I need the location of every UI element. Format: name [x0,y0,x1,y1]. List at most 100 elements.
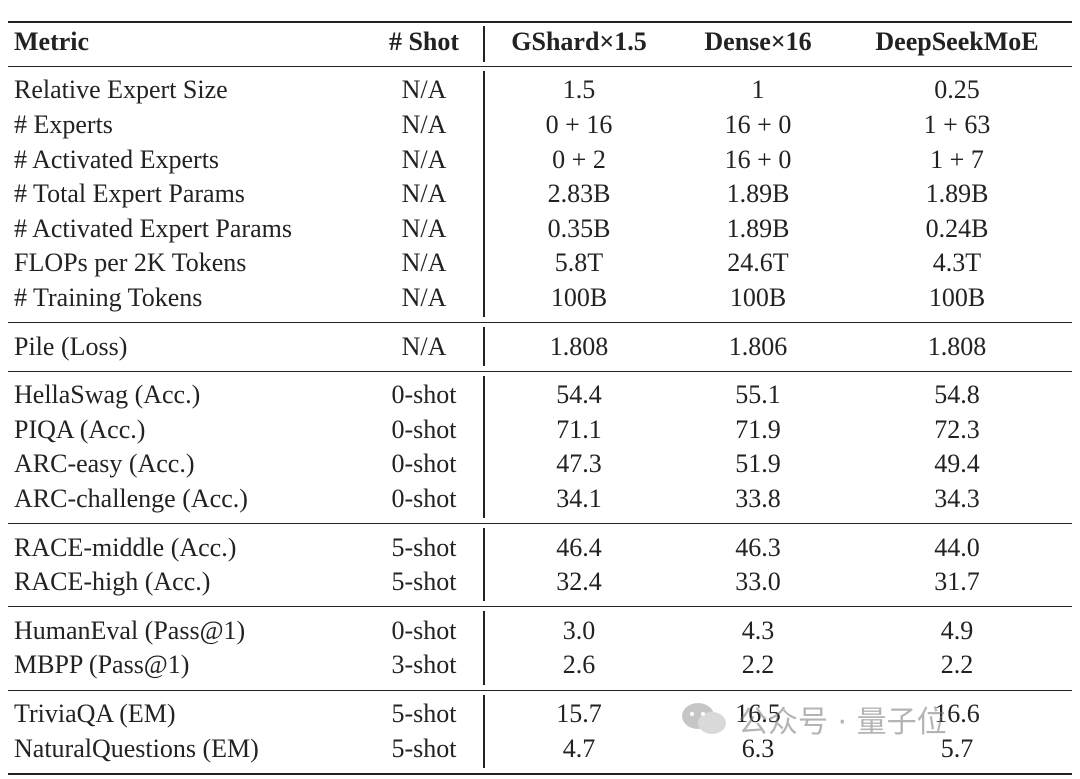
cell: 0-shot [391,449,457,479]
column-divider [483,694,485,768]
row-label: Pile (Loss) [14,331,128,361]
cell: 4.3 [741,615,775,645]
cell: 54.4 [556,380,602,410]
cell: N/A [401,213,447,243]
cell: 16 + 0 [724,109,792,139]
row-label: # Experts [14,109,113,139]
cell: 1.806 [728,331,788,361]
cell: 47.3 [556,449,602,479]
cell: 54.8 [934,380,980,410]
header-cell: # Shot [388,27,460,56]
cell: 31.7 [934,567,980,597]
cell: 1.89B [726,213,790,243]
cell: 5-shot [391,567,457,597]
cell: 0-shot [391,615,457,645]
cell: 71.9 [735,414,781,444]
watermark: 公众号 · 量子位 [680,694,947,744]
cell: 2.83B [547,179,611,209]
cell: 1 + 7 [930,144,984,174]
cell: 3-shot [391,650,457,680]
column-divider [483,528,485,602]
group-rule [8,370,1072,372]
cell: 1 [751,75,765,105]
header-cell: GShard×1.5 [511,27,647,56]
cell: N/A [401,331,447,361]
cell: N/A [401,144,447,174]
cell: 0.25 [934,75,980,105]
cell: 0-shot [391,414,457,444]
watermark-text: 公众号 · 量子位 [738,705,947,740]
cell: 32.4 [556,567,602,597]
row-label: # Training Tokens [14,282,203,312]
cell: 4.3T [932,248,982,278]
cell: 1.5 [562,75,596,105]
header-cell: Dense×16 [704,27,812,56]
row-label: HellaSwag (Acc.) [14,380,201,410]
row-label: RACE-high (Acc.) [14,567,211,597]
row-label: FLOPs per 2K Tokens [14,248,247,278]
cell: 6.3 [741,733,775,763]
cell: 71.1 [556,414,602,444]
cell: 1.808 [927,331,987,361]
cell: 5-shot [391,733,457,763]
row-label: # Activated Expert Params [14,213,292,243]
cell: 44.0 [934,532,980,562]
cell: 46.4 [556,532,602,562]
cell: 4.9 [940,615,974,645]
cell: 1.89B [925,179,989,209]
row-label: TriviaQA (EM) [14,698,176,728]
cell: 49.4 [934,449,980,479]
cell: N/A [401,109,447,139]
cell: N/A [401,75,447,105]
row-label: ARC-easy (Acc.) [14,449,195,479]
row-label: Relative Expert Size [14,75,228,105]
cell: 2.2 [940,650,974,680]
row-label: NaturalQuestions (EM) [14,733,259,763]
cell: 55.1 [735,380,781,410]
cell: 5-shot [391,532,457,562]
header-rule [8,66,1072,67]
cell: 2.2 [741,650,775,680]
row-label: HumanEval (Pass@1) [14,615,246,645]
cell: 0-shot [391,380,457,410]
cell: 0.35B [547,213,611,243]
row-label: MBPP (Pass@1) [14,650,190,680]
cell: 0 + 2 [552,144,606,174]
cell: 4.7 [562,733,596,763]
row-label: PIQA (Acc.) [14,414,146,444]
cell: 3.0 [562,615,596,645]
row-label: # Total Expert Params [14,179,245,209]
cell: 34.3 [934,483,980,513]
cell: 1 + 63 [923,109,991,139]
watermark-icon [682,703,726,734]
bottom-rule [8,772,1072,775]
column-divider [483,611,485,685]
cell: 5.8T [554,248,604,278]
cell: 0-shot [391,483,457,513]
cell: 0 + 16 [545,109,613,139]
cell: N/A [401,248,447,278]
cell: 100B [729,282,787,312]
group-rule [8,606,1072,608]
cell: 72.3 [934,414,980,444]
top-rule [8,21,1072,23]
cell: 1.808 [549,331,609,361]
cell: 1.89B [726,179,790,209]
cell: 33.8 [735,483,781,513]
row-label: # Activated Experts [14,144,220,174]
cell: 15.7 [556,698,602,728]
cell: 0.24B [925,213,989,243]
cell: 16 + 0 [724,144,792,174]
cell: 100B [550,282,608,312]
cell: 5-shot [391,698,457,728]
header-cell: Metric [14,27,90,56]
cell: 16.6 [934,698,980,728]
cell: 51.9 [735,449,781,479]
cell: 16.5 [735,698,781,728]
cell: 5.7 [940,733,974,763]
column-divider [483,26,485,62]
column-divider [483,375,485,519]
cell: 24.6T [727,248,789,278]
cell: N/A [401,179,447,209]
